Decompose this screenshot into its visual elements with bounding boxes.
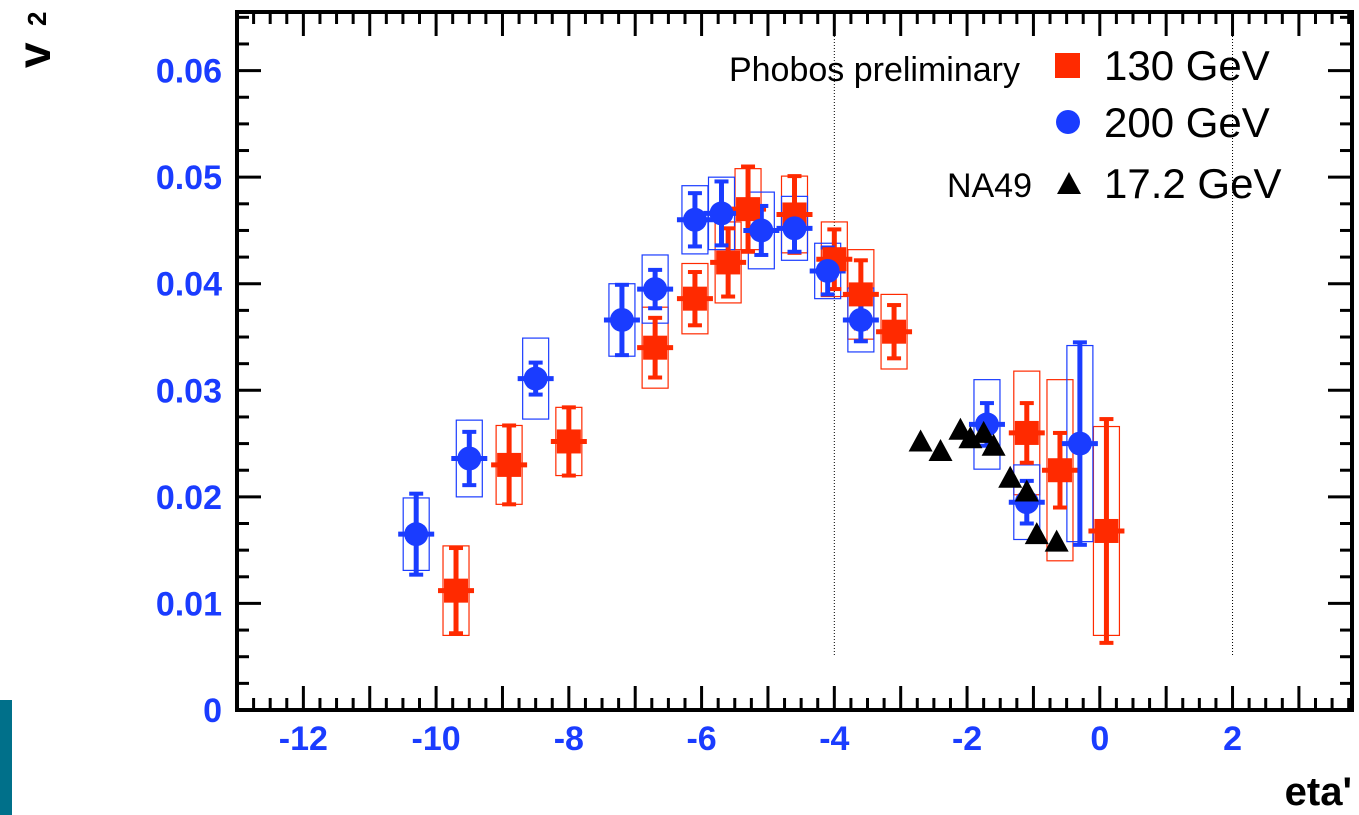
y-tick-label: 0.06: [156, 53, 222, 91]
y-axis-title-subscript: 2: [22, 12, 52, 26]
x-tick-label: -8: [554, 720, 584, 758]
annotation-phobos: Phobos preliminary: [729, 51, 1020, 89]
data-point-130: [1047, 458, 1072, 483]
tick-labels: -12 -10 -8 -6 -4 -2 0 2 0 0.01 0.02 0.03 0.04 0.05 0.0…: [156, 53, 1242, 758]
data-point-130: [882, 319, 907, 344]
data-point-na49: [998, 465, 1023, 488]
data-point-na49: [908, 429, 933, 452]
y-tick-label: 0.05: [156, 159, 222, 197]
data-point-200: [457, 446, 482, 471]
data-point-130: [848, 282, 873, 307]
y-tick-label: 0.01: [156, 585, 222, 623]
y-tick-label: 0.04: [156, 266, 222, 304]
data-markers: [404, 197, 1119, 603]
x-tick-label: -10: [412, 720, 461, 758]
data-point-200: [709, 201, 734, 226]
x-tick-label: 0: [1090, 720, 1109, 758]
data-point-200: [782, 216, 807, 241]
data-point-200: [523, 366, 548, 391]
y-tick-label: 0: [203, 692, 222, 730]
data-point-200: [404, 522, 429, 547]
data-point-130: [556, 429, 581, 454]
data-point-na49: [971, 420, 996, 443]
data-point-na49: [1044, 529, 1069, 552]
data-point-200: [815, 258, 840, 283]
side-accent-bar: [0, 700, 12, 815]
data-point-130: [1014, 420, 1039, 445]
reference-lines: [833, 12, 1234, 657]
data-point-130: [682, 286, 707, 311]
y-axis-title: v: [8, 42, 60, 68]
data-point-200: [1067, 431, 1092, 456]
data-point-na49: [928, 439, 953, 462]
x-tick-label: -2: [952, 720, 982, 758]
x-tick-label: -6: [686, 720, 716, 758]
y-tick-label: 0.02: [156, 479, 222, 517]
legend-marker-200: [1056, 110, 1080, 134]
data-point-200: [749, 218, 774, 243]
data-point-na49: [981, 433, 1006, 456]
data-point-200: [848, 307, 873, 332]
data-point-130: [444, 578, 469, 603]
x-tick-label: -12: [279, 720, 328, 758]
legend-marker-na49: [1057, 172, 1081, 194]
data-point-130: [736, 197, 761, 222]
data-point-200: [609, 307, 634, 332]
legend-marker-130: [1055, 53, 1080, 78]
y-tick-label: 0.03: [156, 372, 222, 410]
x-tick-label: 2: [1223, 720, 1242, 758]
x-axis-title: eta': [1285, 770, 1352, 814]
legend: Phobos preliminary 130 GeV 200 GeV NA49 …: [729, 42, 1282, 207]
legend-label-na49: 17.2 GeV: [1104, 160, 1281, 207]
data-point-200: [643, 277, 668, 302]
legend-label-130: 130 GeV: [1104, 42, 1270, 89]
data-point-130: [643, 335, 668, 360]
data-point-na49: [1024, 522, 1049, 545]
data-point-200: [682, 207, 707, 232]
annotation-na49: NA49: [947, 167, 1032, 205]
data-point-130: [497, 452, 522, 477]
data-point-na49: [1014, 479, 1039, 502]
data-point-130: [716, 250, 741, 275]
axes: [235, 10, 1354, 712]
plot-frame: [235, 10, 1354, 712]
x-tick-label: -4: [819, 720, 849, 758]
data-point-130: [1094, 518, 1119, 543]
legend-label-200: 200 GeV: [1104, 99, 1270, 146]
